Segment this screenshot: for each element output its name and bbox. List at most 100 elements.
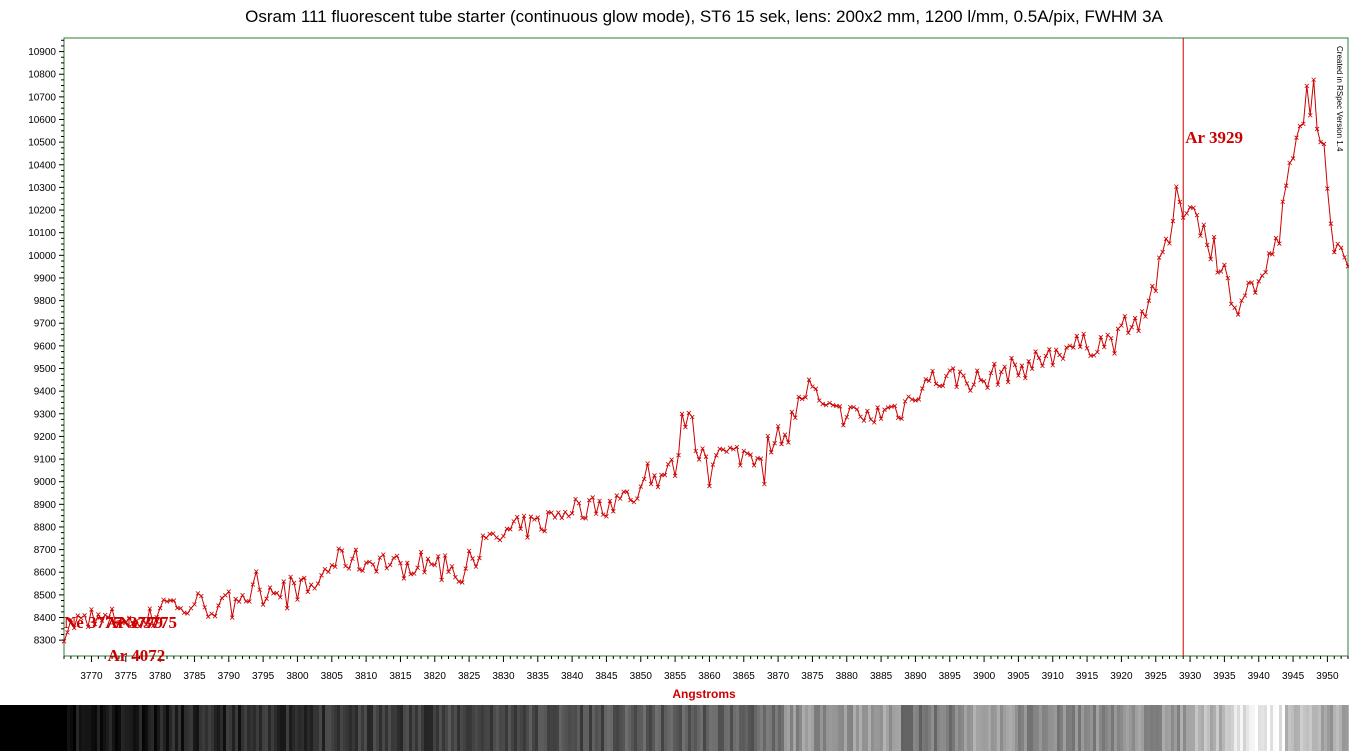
data-point-marker (199, 593, 204, 599)
spectrum-band (331, 705, 334, 751)
spectrum-band (1051, 705, 1054, 751)
spectrum-band (724, 705, 727, 751)
spectrum-band (700, 705, 703, 751)
data-point-marker (865, 408, 870, 414)
spectrum-band (616, 705, 619, 751)
spectrum-band (91, 705, 94, 751)
spectrum-band (265, 705, 268, 751)
spectrum-band (1315, 705, 1318, 751)
spectrum-band (373, 705, 376, 751)
annotation-label: Ar 4072 (107, 646, 165, 665)
data-point-marker (1119, 323, 1124, 328)
spectrum-band (427, 705, 430, 751)
data-point-marker (727, 445, 733, 451)
spectrum-band (1060, 705, 1063, 751)
data-point-marker (260, 602, 266, 607)
spectrum-band (229, 705, 232, 751)
data-point-marker (1287, 160, 1292, 166)
spectrum-band (184, 705, 187, 751)
spectrum-band (697, 705, 700, 751)
spectrum-band (1039, 705, 1042, 751)
spectrum-band (232, 705, 235, 751)
spectrum-band (1123, 705, 1126, 751)
x-tick-label: 3910 (1042, 671, 1065, 682)
data-point-marker (748, 452, 753, 457)
spectrum-band (388, 705, 391, 751)
data-point-marker (920, 386, 925, 391)
data-point-marker (381, 552, 386, 557)
spectrum-band (235, 705, 238, 751)
x-axis: 3770 3775 3780 3785 3790 3795 3800 3805 3810 3815… (63, 656, 1349, 682)
data-point-marker (700, 446, 705, 451)
data-point-marker (1294, 135, 1299, 140)
spectrum-band (1036, 705, 1039, 751)
y-tick-label: 9800 (34, 296, 57, 307)
data-point-marker (875, 405, 880, 410)
spectrum-band (364, 705, 367, 751)
y-tick-label: 8600 (34, 568, 57, 579)
spectrum-band (1225, 705, 1228, 751)
x-tick-label: 3780 (149, 671, 172, 682)
spectrum-band (1333, 705, 1336, 751)
y-tick-label: 9200 (34, 432, 57, 443)
data-point-marker (106, 615, 111, 620)
x-tick-label: 3810 (355, 671, 378, 682)
spectrum-band (814, 705, 817, 751)
spectrum-band (925, 705, 928, 751)
spectrum-band (1102, 705, 1105, 751)
spectrum-band (256, 705, 259, 751)
data-point-marker (405, 560, 410, 566)
data-point-marker (1064, 345, 1069, 350)
data-point-marker (65, 630, 70, 635)
spectrum-band (409, 705, 412, 751)
spectrum-band (481, 705, 484, 751)
spectrum-band (760, 705, 763, 751)
spectrum-band (751, 705, 754, 751)
data-point-marker (1129, 324, 1134, 330)
spectrum-band (400, 705, 403, 751)
data-point-marker (1338, 245, 1344, 251)
data-point-marker (1256, 279, 1262, 284)
data-point-marker (648, 481, 654, 487)
spectrum-band (448, 705, 451, 751)
spectrum-band (721, 705, 724, 751)
spectrum-band (1270, 705, 1273, 751)
spectrum-band (250, 705, 253, 751)
spectrum-band (892, 705, 895, 751)
spectrum-band (1156, 705, 1159, 751)
spectrum-band (340, 705, 343, 751)
spectrum-band (1288, 705, 1291, 751)
data-point-marker (1204, 242, 1210, 248)
spectrum-band (1105, 705, 1108, 751)
spectrum-band (541, 705, 544, 751)
data-point-marker (459, 580, 465, 585)
spectrum-band (835, 705, 838, 751)
spectrum-band (1138, 705, 1141, 751)
y-tick-label: 10500 (28, 138, 56, 149)
spectrum-band (796, 705, 799, 751)
spectrum-band (574, 705, 577, 751)
spectrum-band (484, 705, 487, 751)
data-point-marker (442, 553, 448, 558)
spectrum-band (1204, 705, 1207, 751)
data-point-marker (1194, 212, 1200, 218)
spectrum-band (1222, 705, 1225, 751)
spectrum-band (685, 705, 688, 751)
data-point-marker (559, 515, 565, 521)
data-point-marker (1301, 121, 1306, 127)
data-point-marker (542, 528, 547, 534)
spectrum-band (1078, 705, 1081, 751)
data-point-marker (1321, 141, 1327, 147)
spectrum-band (904, 705, 907, 751)
spectrum-band (478, 705, 481, 751)
spectrum-band (1162, 705, 1165, 751)
spectrum-band (121, 705, 124, 751)
data-point-marker (950, 366, 956, 371)
data-point-marker (1163, 236, 1169, 242)
spectrum-band (1282, 705, 1285, 751)
x-tick-label: 3905 (1007, 671, 1030, 682)
y-tick-label: 9400 (34, 387, 57, 398)
spectrum-series-markers (61, 77, 1349, 644)
data-point-marker (607, 498, 613, 504)
data-point-marker (724, 449, 729, 454)
